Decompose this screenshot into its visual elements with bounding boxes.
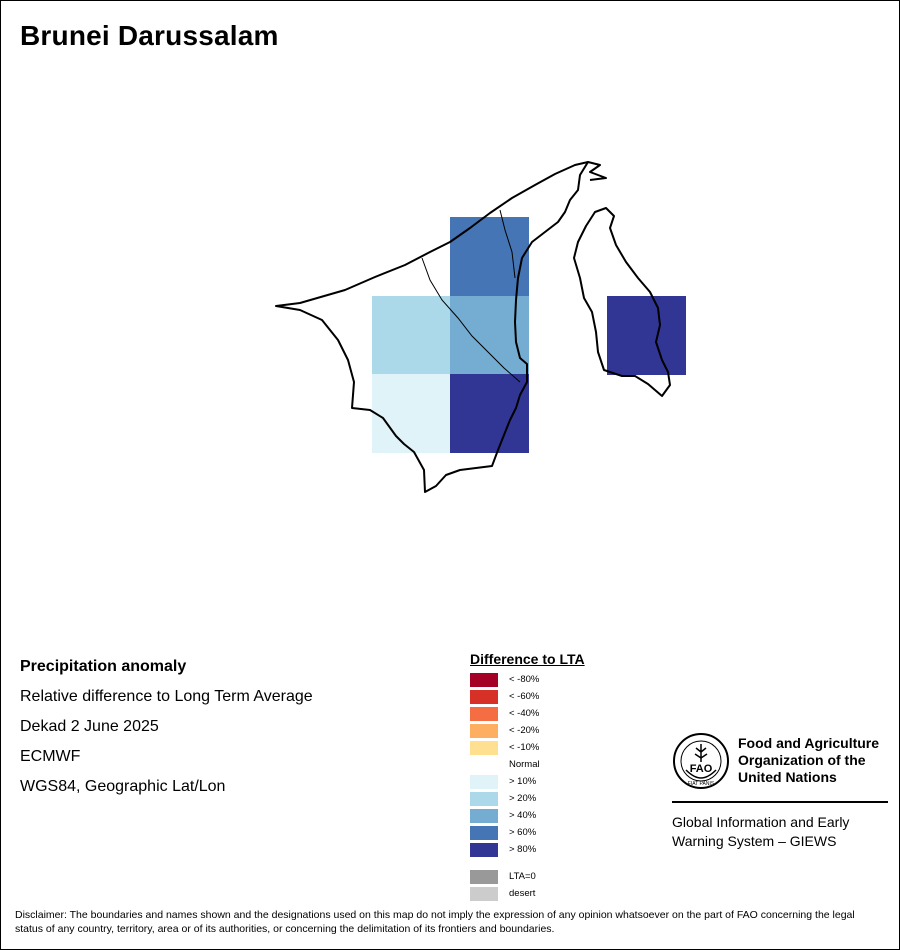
legend-label: < -40%	[509, 708, 540, 719]
legend-label: > 60%	[509, 827, 537, 838]
legend-label: > 40%	[509, 810, 537, 821]
legend-item: < -60%	[470, 688, 585, 705]
fao-motto: FIAT PANIS	[688, 781, 715, 787]
legend-label: < -60%	[509, 691, 540, 702]
legend-swatch	[470, 758, 498, 772]
legend-item: desert	[470, 885, 585, 902]
legend-swatch	[470, 690, 498, 704]
map-title: Brunei Darussalam	[20, 20, 279, 51]
info-model: ECMWF	[20, 748, 81, 765]
fao-emblem-letters: FAO	[690, 763, 713, 775]
grid-cell	[372, 296, 451, 375]
fao-name-line: United Nations	[738, 769, 837, 785]
giews-name: Global Information and Early Warning Sys…	[672, 813, 849, 851]
disclaimer: Disclaimer: The boundaries and names sho…	[15, 909, 855, 935]
legend-item: < -20%	[470, 722, 585, 739]
grid-cell	[450, 374, 529, 453]
legend-item: < -10%	[470, 739, 585, 756]
giews-line: Warning System – GIEWS	[672, 833, 837, 849]
legend-swatch	[470, 741, 498, 755]
legend-swatch	[470, 809, 498, 823]
legend-swatch	[470, 887, 498, 901]
legend-title: Difference to LTA	[470, 651, 585, 667]
legend-swatch	[470, 707, 498, 721]
legend-item: Normal	[470, 756, 585, 773]
info-heading: Precipitation anomaly	[20, 658, 187, 675]
legend-swatch	[470, 673, 498, 687]
legend-label: Normal	[509, 759, 540, 770]
grid-cell	[607, 296, 686, 375]
info-period: Dekad 2 June 2025	[20, 718, 159, 735]
district-boundaries	[421, 209, 521, 383]
legend-label: > 20%	[509, 793, 537, 804]
legend-item: < -40%	[470, 705, 585, 722]
legend-label: > 80%	[509, 844, 537, 855]
logo-divider	[672, 801, 888, 803]
precipitation-map	[275, 161, 686, 493]
district-line-central	[499, 209, 516, 279]
legend-label: < -10%	[509, 742, 540, 753]
fao-name-line: Food and Agriculture	[738, 735, 880, 751]
legend-item: > 10%	[470, 773, 585, 790]
legend: Difference to LTA < -80% < -60% < -40% < -2…	[470, 651, 585, 902]
legend-item: < -80%	[470, 671, 585, 688]
legend-item: > 80%	[470, 841, 585, 858]
fao-name-line: Organization of the	[738, 752, 866, 768]
brunei-coast-spit	[587, 161, 607, 181]
fao-emblem-icon: FAO FIAT PANIS	[673, 733, 729, 789]
legend-swatch	[470, 843, 498, 857]
giews-line: Global Information and Early	[672, 814, 850, 830]
info-subtitle: Relative difference to Long Term Average	[20, 688, 313, 705]
legend-item: > 20%	[470, 790, 585, 807]
legend-swatch	[470, 724, 498, 738]
legend-swatch	[470, 775, 498, 789]
brunei-east-boundary	[573, 207, 671, 397]
legend-swatch	[470, 826, 498, 840]
info-projection: WGS84, Geographic Lat/Lon	[20, 778, 226, 795]
grid-cells	[372, 217, 686, 453]
district-line-west	[421, 257, 521, 383]
legend-item: LTA=0	[470, 868, 585, 885]
legend-swatch	[470, 792, 498, 806]
legend-label: < -20%	[509, 725, 540, 736]
fao-name: Food and Agriculture Organization of the…	[738, 735, 879, 786]
legend-label: > 10%	[509, 776, 537, 787]
legend-label: desert	[509, 888, 536, 899]
country-boundary	[275, 161, 671, 493]
legend-item: > 60%	[470, 824, 585, 841]
legend-item: > 40%	[470, 807, 585, 824]
map-info: Precipitation anomaly Relative differenc…	[20, 656, 313, 806]
grid-cell	[450, 217, 529, 296]
legend-swatch	[470, 870, 498, 884]
grid-cell	[450, 296, 529, 375]
legend-label: LTA=0	[509, 871, 536, 882]
brunei-west-boundary	[275, 161, 589, 493]
legend-items: < -80% < -60% < -40% < -20% < -10% Normal > 10…	[470, 671, 585, 858]
grid-cell	[372, 374, 451, 453]
legend-extra: LTA=0 desert	[470, 868, 585, 902]
legend-label: < -80%	[509, 674, 540, 685]
